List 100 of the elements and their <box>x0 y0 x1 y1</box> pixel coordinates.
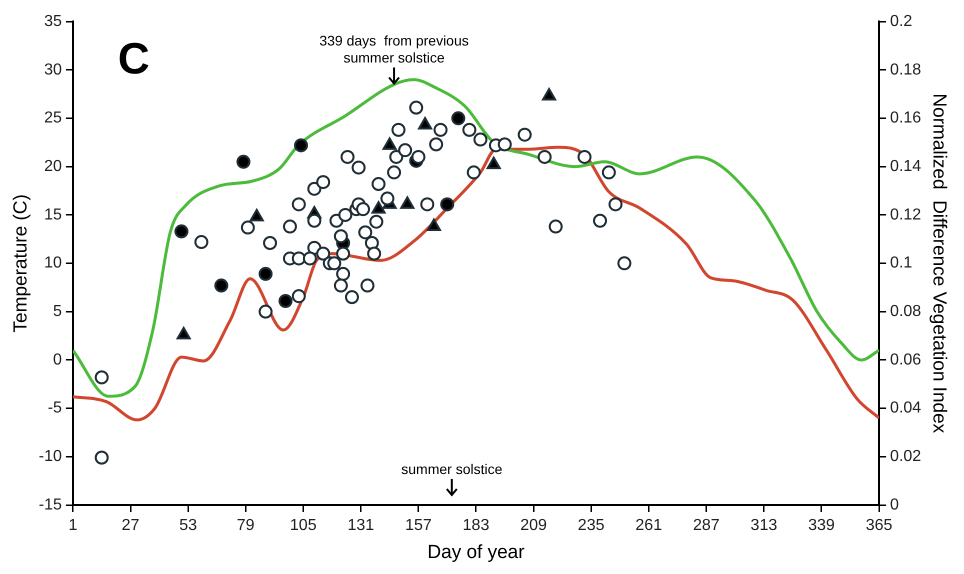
point <box>356 202 370 216</box>
point <box>240 220 255 235</box>
y2-tick-label: 0.2 <box>890 13 912 30</box>
point <box>316 246 330 261</box>
point <box>451 111 466 126</box>
point <box>440 197 454 212</box>
x-tick-label: 157 <box>405 517 432 534</box>
point <box>538 150 552 164</box>
point <box>462 122 476 137</box>
point <box>418 117 432 130</box>
point <box>334 278 348 293</box>
point <box>294 138 308 152</box>
point <box>302 251 317 266</box>
y2-tick-label: 0.18 <box>890 61 922 78</box>
x-tick-label: 287 <box>692 517 720 534</box>
point <box>473 132 488 147</box>
y2-tick-label: 0.06 <box>890 351 922 368</box>
point <box>258 266 273 281</box>
point <box>367 246 382 261</box>
point <box>429 137 444 152</box>
line-series <box>72 78 880 398</box>
x-tick-label: 105 <box>290 517 317 534</box>
point <box>548 220 563 234</box>
point <box>542 88 556 101</box>
x-tick-label: 261 <box>635 517 662 534</box>
y2-tick-label: 0.12 <box>890 206 922 224</box>
point <box>411 150 426 164</box>
point <box>409 100 424 115</box>
point <box>336 266 350 281</box>
point <box>358 225 372 240</box>
point <box>466 165 481 180</box>
y2-tick-label: 0 <box>890 496 900 514</box>
y2-tick-label: 0.14 <box>890 158 922 176</box>
point <box>292 289 306 304</box>
point <box>307 182 322 196</box>
y-tick-label: 15 <box>44 206 62 224</box>
x-tick-label: 209 <box>520 517 548 534</box>
point <box>387 165 402 180</box>
point <box>352 160 366 175</box>
point <box>236 154 250 169</box>
y-tick-label: 0 <box>53 351 62 368</box>
point <box>372 177 386 192</box>
point <box>593 214 608 228</box>
point <box>258 304 273 319</box>
x-tick-label: 53 <box>179 517 198 534</box>
x-tick-label: 235 <box>578 517 605 534</box>
point <box>380 192 394 206</box>
y-tick-label: 10 <box>44 254 62 272</box>
y-tick-label: 30 <box>44 61 62 78</box>
point <box>434 122 448 137</box>
point <box>174 224 188 238</box>
y-tick-label: -15 <box>38 496 62 514</box>
point <box>518 128 532 142</box>
x-tick-label: 365 <box>866 517 893 534</box>
point <box>334 229 348 244</box>
y-tick-label: 5 <box>53 303 62 320</box>
x-tick-label: 131 <box>347 517 374 534</box>
y-tick-label: -10 <box>38 448 62 466</box>
y-tick-label: 35 <box>44 13 62 30</box>
y2-tick-label: 0.16 <box>890 110 922 127</box>
x-tick-label: 183 <box>462 517 490 534</box>
point <box>282 220 297 234</box>
point <box>602 165 616 180</box>
y2-tick-label: 0.1 <box>890 254 912 272</box>
point <box>360 278 374 293</box>
point <box>292 251 306 266</box>
point <box>336 246 350 261</box>
y-tick-label: -5 <box>48 400 62 417</box>
annotation: C <box>118 34 150 84</box>
point <box>338 208 352 222</box>
x-tick-label: 313 <box>750 517 778 534</box>
point <box>327 256 342 270</box>
point <box>369 214 384 229</box>
point <box>608 197 623 212</box>
x-tick-label: 1 <box>68 517 78 534</box>
point <box>344 290 359 304</box>
x-axis-title: Day of year <box>427 542 526 563</box>
point <box>194 235 208 250</box>
annotation: summer solstice <box>401 460 503 477</box>
x-tick-label: 27 <box>122 517 140 534</box>
point <box>391 122 406 137</box>
point <box>278 294 293 308</box>
point <box>340 150 355 164</box>
point <box>316 175 330 190</box>
point <box>420 197 434 212</box>
point <box>94 370 109 384</box>
point <box>307 214 322 228</box>
annotation: 339 days from previous summer solstice <box>319 32 469 66</box>
y-tick-label: 25 <box>44 110 62 127</box>
x-tick-label: 339 <box>808 517 835 534</box>
point <box>617 256 632 270</box>
point <box>94 450 109 465</box>
point <box>398 143 412 158</box>
y2-axis-title: Normalized Difference Vegetation Index <box>928 93 950 434</box>
point <box>292 197 306 212</box>
y-axis-title: Temperature (C) <box>10 194 32 332</box>
point <box>498 137 512 152</box>
x-tick-label: 79 <box>236 517 255 534</box>
y2-tick-label: 0.02 <box>890 448 922 466</box>
point <box>263 236 278 250</box>
